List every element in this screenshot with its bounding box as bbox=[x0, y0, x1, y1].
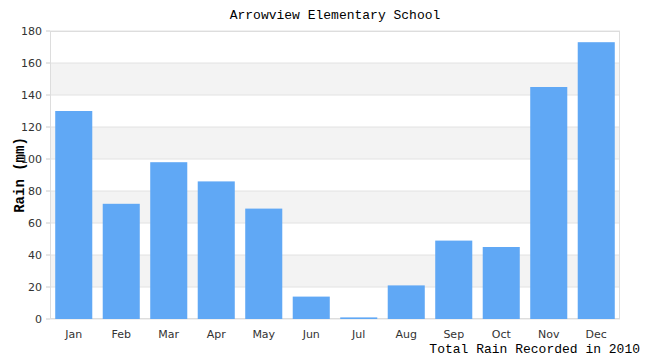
bar bbox=[293, 297, 330, 319]
x-tick-label: Dec bbox=[586, 328, 607, 341]
y-tick bbox=[46, 127, 50, 128]
x-tick-label: May bbox=[252, 328, 275, 341]
x-tick-label: Feb bbox=[112, 328, 131, 341]
x-tick-label: Sep bbox=[443, 328, 464, 341]
x-tick-label: Jul bbox=[351, 328, 365, 341]
chart-title: Arrowview Elementary School bbox=[230, 8, 441, 23]
y-tick-label: 60 bbox=[28, 217, 42, 230]
bar bbox=[483, 247, 520, 319]
y-tick-label: 180 bbox=[21, 25, 42, 38]
bar bbox=[150, 162, 187, 319]
y-tick bbox=[46, 223, 50, 224]
y-axis-label: Rain (mm) bbox=[12, 137, 28, 213]
y-tick-label: 40 bbox=[28, 249, 42, 262]
bar bbox=[388, 285, 425, 319]
plot-frame bbox=[51, 32, 620, 319]
x-axis-label: Total Rain Recorded in 2010 bbox=[429, 342, 640, 357]
plot-background bbox=[50, 31, 620, 319]
bar bbox=[103, 204, 140, 319]
y-tick bbox=[46, 95, 50, 96]
bars bbox=[55, 42, 615, 319]
x-tick-label: Mar bbox=[158, 328, 179, 341]
y-tick-label: 20 bbox=[28, 281, 42, 294]
x-tick-label: Aug bbox=[396, 328, 417, 341]
bar bbox=[578, 42, 615, 319]
x-tick-label: Nov bbox=[538, 328, 560, 341]
y-tick-label: 0 bbox=[35, 313, 42, 326]
bar bbox=[198, 181, 235, 319]
bar bbox=[435, 241, 472, 319]
chart-svg: 020406080100120140160180JanFebMarAprMayJ… bbox=[0, 0, 650, 360]
y-tick-label: 160 bbox=[21, 57, 42, 70]
bar bbox=[340, 317, 377, 319]
x-tick-label: Oct bbox=[492, 328, 512, 341]
x-tick-label: Apr bbox=[207, 328, 227, 341]
y-tick-label: 80 bbox=[28, 185, 42, 198]
y-tick-label: 140 bbox=[21, 89, 42, 102]
bar bbox=[55, 111, 92, 319]
y-tick bbox=[46, 191, 50, 192]
y-tick bbox=[46, 287, 50, 288]
y-tick bbox=[46, 159, 50, 160]
y-tick bbox=[46, 31, 50, 32]
y-tick-label: 120 bbox=[21, 121, 42, 134]
bar bbox=[245, 209, 282, 319]
chart-container: 020406080100120140160180JanFebMarAprMayJ… bbox=[0, 0, 650, 360]
x-tick-label: Jun bbox=[302, 328, 320, 341]
bar bbox=[530, 87, 567, 319]
grid-line bbox=[50, 63, 620, 64]
y-tick bbox=[46, 255, 50, 256]
y-tick bbox=[46, 63, 50, 64]
y-tick bbox=[46, 319, 50, 320]
x-tick-label: Jan bbox=[64, 328, 82, 341]
